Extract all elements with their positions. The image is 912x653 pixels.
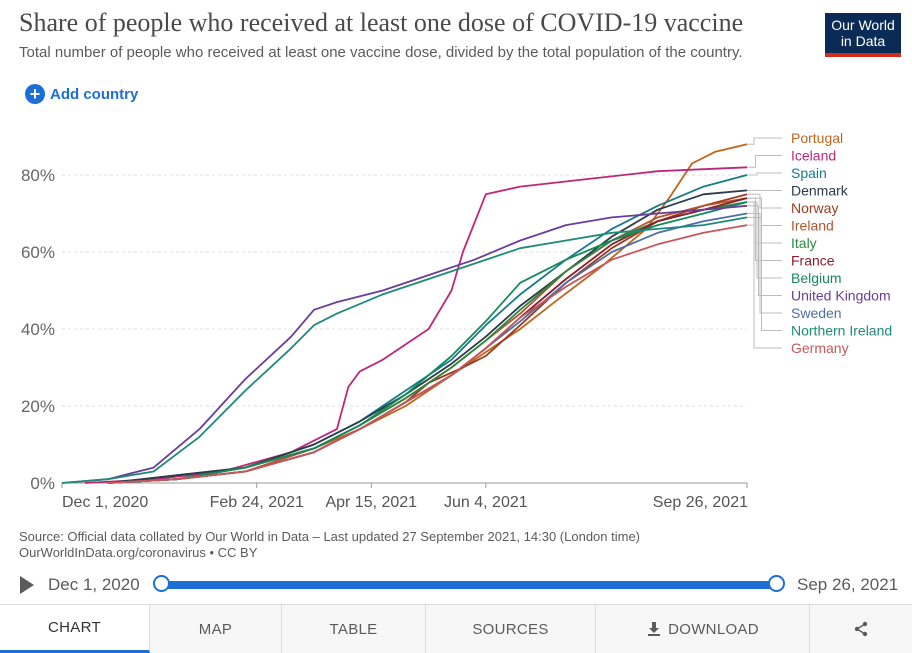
tab-bar: CHART MAP TABLE SOURCES DOWNLOAD <box>0 604 912 653</box>
tab-table[interactable]: TABLE <box>282 605 426 653</box>
tab-table-label: TABLE <box>330 621 378 638</box>
legend-leader-line <box>747 217 782 330</box>
legend-label[interactable]: Spain <box>791 165 827 181</box>
source-note: Source: Official data collated by Our Wo… <box>19 529 640 561</box>
share-icon <box>853 621 869 637</box>
legend-label[interactable]: Germany <box>791 340 849 356</box>
legend-label[interactable]: Italy <box>791 235 817 251</box>
legend-label[interactable]: Sweden <box>791 305 842 321</box>
source-line-1: Source: Official data collated by Our Wo… <box>19 529 640 545</box>
line-chart: 0% 20% 40% 60% 80% Dec 1, 2020 Feb 24, 2021 Ap… <box>0 110 912 520</box>
source-line-2[interactable]: OurWorldInData.org/coronavirus • CC BY <box>19 545 640 561</box>
tab-sources[interactable]: SOURCES <box>426 605 596 653</box>
series-line[interactable] <box>108 198 747 483</box>
add-country-button[interactable]: + Add country <box>25 84 138 104</box>
y-tick-label: 80% <box>21 166 55 185</box>
timeline-start-handle[interactable] <box>153 575 170 592</box>
series-line[interactable] <box>108 202 747 483</box>
tab-sources-label: SOURCES <box>472 621 548 638</box>
tab-chart[interactable]: CHART <box>0 605 150 653</box>
x-tick-label: Dec 1, 2020 <box>62 494 148 511</box>
series-line[interactable] <box>108 202 747 483</box>
legend-label[interactable]: France <box>791 253 835 269</box>
tab-download-label: DOWNLOAD <box>668 621 759 638</box>
legend-leader-line <box>747 214 782 314</box>
tab-share[interactable] <box>810 605 912 653</box>
x-tick-label: Jun 4, 2021 <box>444 494 528 511</box>
x-tick-label: Feb 24, 2021 <box>210 494 304 511</box>
legend-leader-line <box>747 138 782 144</box>
tab-map[interactable]: MAP <box>150 605 282 653</box>
logo-line-1: Our World <box>825 17 901 33</box>
legend-label[interactable]: Norway <box>791 200 838 216</box>
y-tick-label: 60% <box>21 243 55 262</box>
y-tick-label: 40% <box>21 320 55 339</box>
tab-map-label: MAP <box>199 621 232 638</box>
chart-subtitle: Total number of people who received at l… <box>19 44 743 61</box>
owid-logo[interactable]: Our World in Data <box>825 13 901 57</box>
logo-line-2: in Data <box>825 33 901 49</box>
timeline-end-label: Sep 26, 2021 <box>797 575 898 595</box>
legend-label[interactable]: Belgium <box>791 270 842 286</box>
series-line[interactable] <box>108 194 747 483</box>
x-tick-label: Apr 15, 2021 <box>325 494 417 511</box>
x-tick-label: Sep 26, 2021 <box>653 494 748 511</box>
legend-leader-line <box>747 173 782 175</box>
plus-circle-icon: + <box>25 84 45 104</box>
legend-label[interactable]: Ireland <box>791 218 834 234</box>
chart-title: Share of people who received at least on… <box>19 8 743 38</box>
y-tick-label: 20% <box>21 397 55 416</box>
legend-leader-line <box>747 206 782 296</box>
timeline-end-handle[interactable] <box>768 575 785 592</box>
legend-label[interactable]: United Kingdom <box>791 288 891 304</box>
series-line[interactable] <box>108 198 747 483</box>
timeline-start-label: Dec 1, 2020 <box>48 575 140 595</box>
legend-label[interactable]: Denmark <box>791 183 849 199</box>
play-icon[interactable] <box>20 576 34 594</box>
series-line[interactable] <box>62 217 747 483</box>
timeline-track[interactable] <box>162 581 778 589</box>
legend-leader-line <box>747 198 782 260</box>
tab-chart-label: CHART <box>48 619 101 636</box>
legend-leader-line <box>747 156 782 168</box>
download-icon <box>646 621 662 637</box>
series-line[interactable] <box>108 214 747 484</box>
legend-label[interactable]: Portugal <box>791 130 843 146</box>
y-tick-label: 0% <box>30 474 55 493</box>
legend-label[interactable]: Northern Ireland <box>791 323 892 339</box>
legend-label[interactable]: Iceland <box>791 148 836 164</box>
tab-download[interactable]: DOWNLOAD <box>596 605 810 653</box>
series-line[interactable] <box>108 225 747 483</box>
legend-leader-line <box>747 225 782 348</box>
timeline: Dec 1, 2020 Sep 26, 2021 <box>0 568 912 602</box>
series-line[interactable] <box>108 190 747 483</box>
add-country-label: Add country <box>50 86 138 103</box>
